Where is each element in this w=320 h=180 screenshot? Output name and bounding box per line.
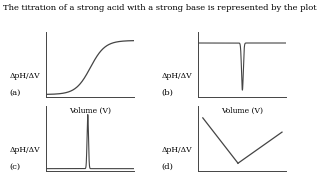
Text: ΔpH/ΔV: ΔpH/ΔV: [10, 146, 40, 154]
Text: Volume (V): Volume (V): [69, 107, 111, 115]
Text: The titration of a strong acid with a strong base is represented by the plot: The titration of a strong acid with a st…: [3, 4, 317, 12]
Text: (b): (b): [162, 89, 173, 97]
Text: (c): (c): [10, 163, 21, 171]
Text: ΔpH/ΔV: ΔpH/ΔV: [162, 146, 192, 154]
Text: (d): (d): [162, 163, 173, 171]
Text: ΔpH/ΔV: ΔpH/ΔV: [10, 72, 40, 80]
Text: Volume (V): Volume (V): [221, 107, 263, 115]
Text: ΔpH/ΔV: ΔpH/ΔV: [162, 72, 192, 80]
Text: (a): (a): [10, 89, 21, 97]
